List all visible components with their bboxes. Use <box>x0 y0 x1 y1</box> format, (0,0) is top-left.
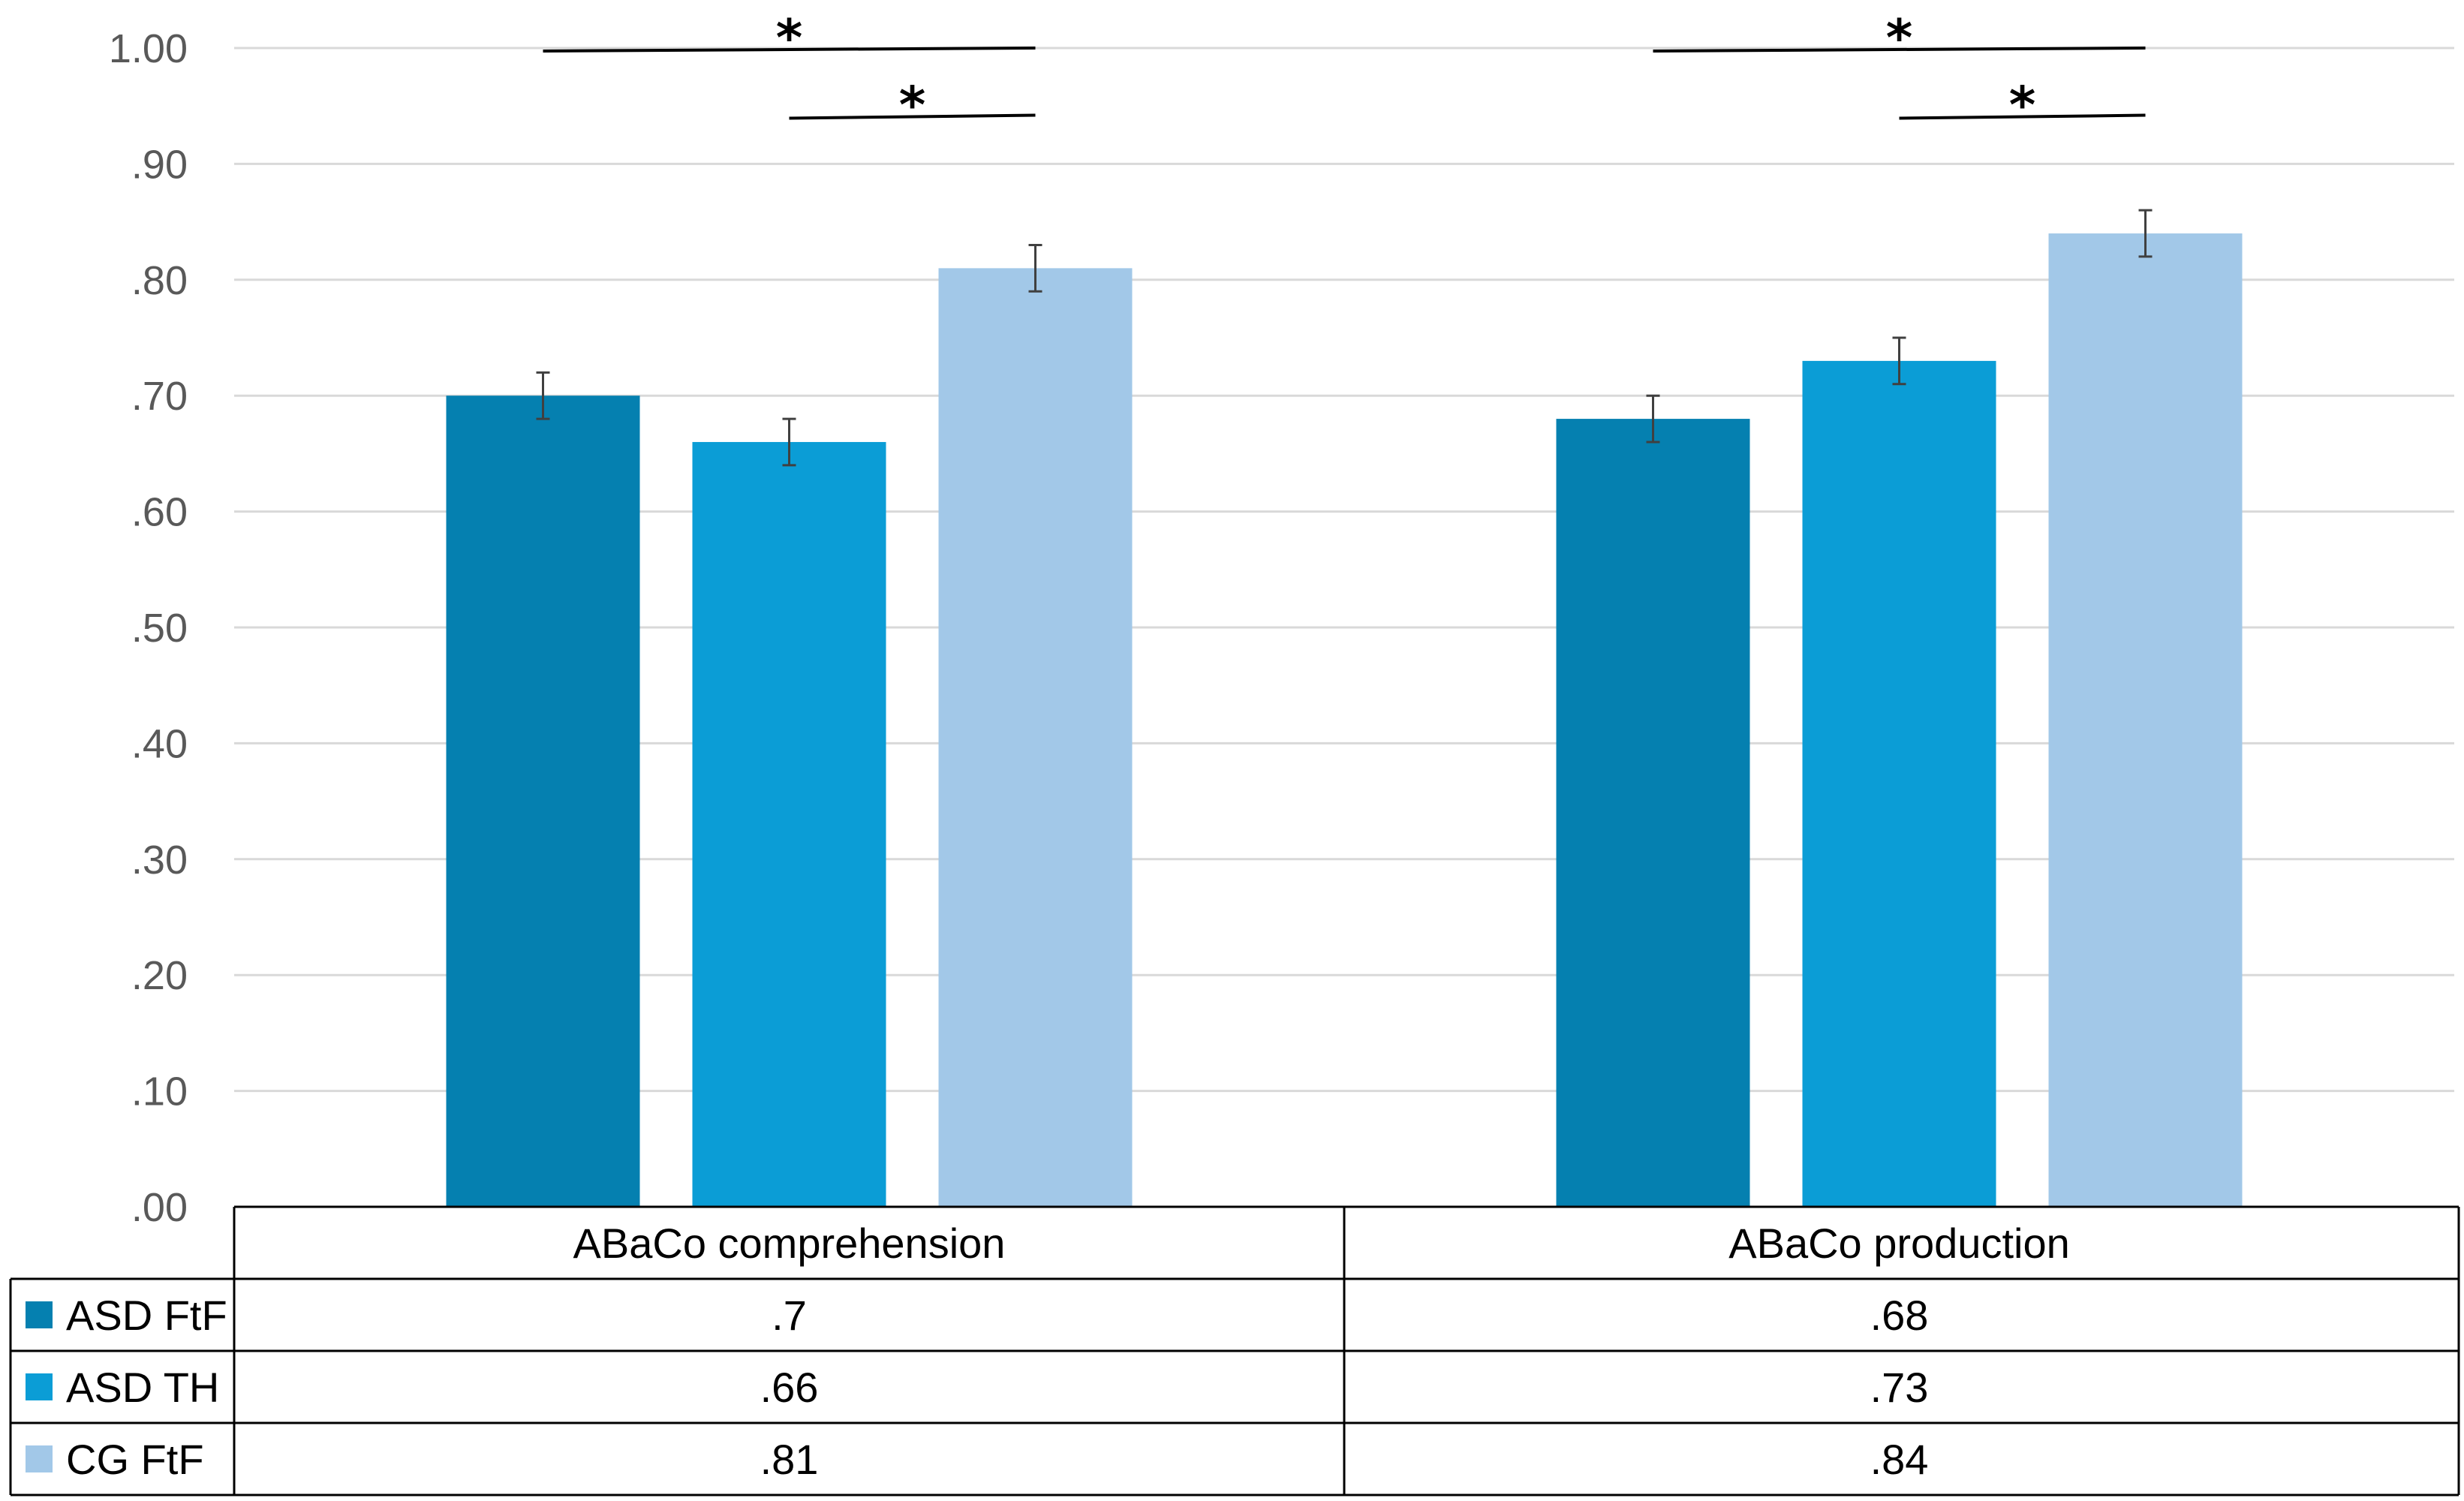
error-bar <box>782 417 796 467</box>
significance-bracket: * <box>1899 77 2146 136</box>
y-tick-label: .70 <box>131 374 188 419</box>
y-tick-label: .30 <box>131 838 188 883</box>
data-label: .68 <box>1870 1292 1929 1339</box>
legend-swatch <box>26 1445 53 1472</box>
significance-line <box>543 47 1036 53</box>
significance-star: * <box>1886 9 1913 68</box>
y-axis-ticks: .00 .10 .20 .30 .40 .50 .60 .70 .80 .90 1.00 <box>109 26 188 1230</box>
error-bar <box>536 371 550 420</box>
data-table-grid <box>9 1205 2460 1496</box>
significance-star: * <box>776 9 803 68</box>
data-table: ABaCo comprehension ABaCo production ASD F… <box>9 1205 2460 1496</box>
y-tick-label: .20 <box>131 953 188 998</box>
significance-markers: * * * * <box>543 9 2146 136</box>
error-bars <box>536 209 2153 467</box>
bar <box>446 396 640 1208</box>
data-label: .66 <box>760 1364 819 1411</box>
data-label: .73 <box>1870 1364 1929 1411</box>
bar <box>692 441 886 1207</box>
legend-label: ASD TH <box>66 1364 219 1411</box>
legend-swatch <box>26 1301 53 1328</box>
bar <box>1556 419 1750 1207</box>
error-bar <box>2138 209 2153 258</box>
category-label: ABaCo comprehension <box>573 1220 1006 1267</box>
significance-line <box>1653 47 2146 53</box>
error-bar <box>1028 243 1042 293</box>
bar <box>1802 360 1996 1207</box>
data-label: .84 <box>1870 1436 1929 1483</box>
y-tick-label: .60 <box>131 490 188 535</box>
bar <box>938 268 1133 1207</box>
legend-label: CG FtF <box>66 1436 204 1483</box>
significance-star: * <box>899 77 926 136</box>
y-tick-label: .90 <box>131 142 188 187</box>
y-tick-label: .10 <box>131 1069 188 1114</box>
y-tick-label: .00 <box>131 1185 188 1230</box>
bars <box>446 233 2243 1208</box>
significance-line <box>1899 113 2146 120</box>
y-tick-label: .40 <box>131 721 188 766</box>
bar <box>2048 233 2243 1207</box>
legend-label: ASD FtF <box>66 1292 227 1339</box>
category-label: ABaCo production <box>1728 1220 2070 1267</box>
significance-bracket: * <box>543 9 1036 68</box>
significance-bracket: * <box>789 77 1036 136</box>
data-label: .7 <box>772 1292 807 1339</box>
y-tick-label: .80 <box>131 258 188 303</box>
y-tick-label: .50 <box>131 606 188 651</box>
data-label: .81 <box>760 1436 819 1483</box>
y-tick-label: 1.00 <box>109 26 188 71</box>
significance-bracket: * <box>1653 9 2146 68</box>
legend-swatch <box>26 1373 53 1400</box>
significance-star: * <box>2009 77 2036 136</box>
significance-line <box>789 113 1036 120</box>
error-bar <box>1892 336 1906 386</box>
error-bar <box>1646 394 1660 444</box>
